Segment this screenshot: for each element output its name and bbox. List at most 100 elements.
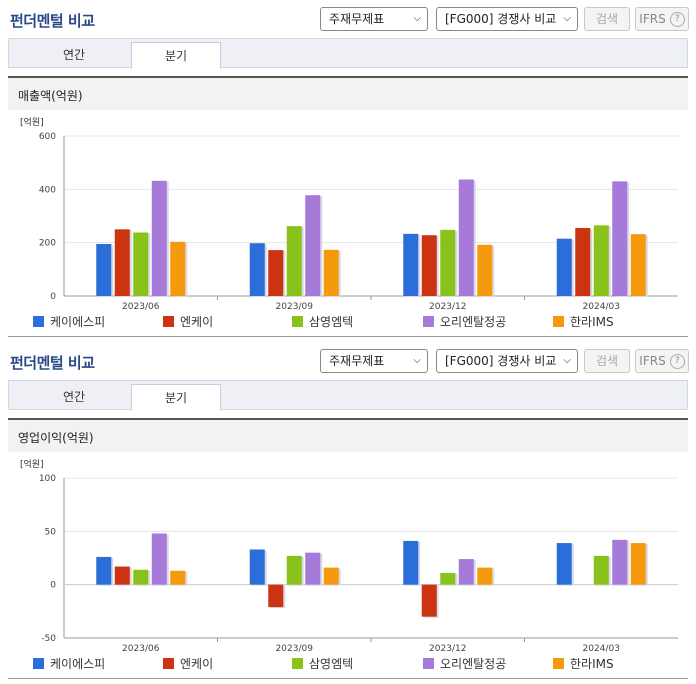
legend-item[interactable]: 삼영엠텍	[292, 655, 353, 672]
tab-annual[interactable]: 연간	[62, 390, 86, 404]
bar	[286, 555, 302, 585]
x-tick-label: 2023/12	[429, 302, 466, 312]
revenue-bar-chart: [억원] 0 200 400 600 2023/06 2023/09 2023/12 2024/…	[20, 116, 678, 312]
statement-type-select[interactable]: 주재무제표 ⌵	[320, 349, 428, 373]
y-tick-label: 100	[39, 474, 56, 484]
bar	[556, 238, 572, 296]
bar	[305, 195, 321, 296]
help-icon[interactable]: ?	[669, 12, 685, 27]
bar	[305, 552, 321, 585]
bar	[440, 572, 456, 585]
bar	[133, 569, 149, 585]
legend-swatch	[423, 658, 434, 669]
bar	[403, 540, 419, 585]
ifrs-label: IFRS	[639, 354, 666, 368]
operating-income-bar-chart: [억원] -50 0 50 100 2023/06 2023/09 2023/12 2024/0…	[20, 458, 678, 654]
y-tick-label: -50	[41, 634, 56, 644]
legend-item[interactable]: 케이에스피	[33, 313, 105, 330]
legend-item[interactable]: 오리엔탈정공	[423, 313, 506, 330]
peer-group-value: [FG000] 경쟁사 비교	[445, 12, 557, 26]
bar	[440, 229, 456, 296]
search-button[interactable]: 검색	[584, 349, 630, 373]
legend-swatch	[163, 658, 174, 669]
legend-swatch	[163, 316, 174, 327]
bar	[477, 567, 493, 585]
y-tick-label: 50	[45, 527, 57, 537]
statement-type-select[interactable]: 주재무제표 ⌵	[320, 7, 428, 31]
bar	[612, 539, 628, 585]
legend-item[interactable]: 한라IMS	[553, 313, 614, 330]
legend-label: 오리엔탈정공	[440, 315, 507, 329]
bar	[593, 555, 609, 585]
bar	[458, 179, 474, 296]
tab-quarterly[interactable]: 분기	[131, 384, 221, 411]
y-tick-label: 600	[39, 132, 56, 142]
legend-item[interactable]: 한라IMS	[553, 655, 614, 672]
bar	[249, 243, 265, 296]
period-tabs: 연간 분기	[8, 380, 688, 411]
statement-type-value: 주재무제표	[329, 354, 385, 368]
search-button[interactable]: 검색	[584, 7, 630, 31]
legend-label: 엔케이	[180, 657, 214, 671]
y-tick-label: 200	[39, 239, 56, 249]
tab-quarterly[interactable]: 분기	[131, 42, 221, 69]
bar	[630, 234, 646, 296]
fundamental-section-revenue: 펀더멘털 비교 주재무제표 ⌵ [FG000] 경쟁사 비교 ⌵ 검색 IFRS…	[0, 0, 696, 337]
bar	[593, 225, 609, 296]
y-tick-label: 400	[39, 185, 56, 195]
peer-group-select[interactable]: [FG000] 경쟁사 비교 ⌵	[436, 7, 578, 31]
legend-item[interactable]: 삼영엠텍	[292, 313, 353, 330]
legend-label: 케이에스피	[50, 315, 106, 329]
bar	[286, 226, 302, 296]
bar	[421, 235, 437, 296]
chart-panel-title: 영업이익(억원)	[18, 431, 94, 445]
legend-item[interactable]: 케이에스피	[33, 655, 105, 672]
y-tick-label: 0	[50, 292, 56, 302]
x-tick-label: 2024/03	[583, 644, 620, 654]
legend-label: 엔케이	[180, 315, 214, 329]
ifrs-label: IFRS	[639, 12, 666, 26]
legend-swatch	[553, 316, 564, 327]
section-title: 펀더멘털 비교	[10, 354, 95, 372]
y-unit-label: [억원]	[20, 116, 44, 128]
legend-item[interactable]: 엔케이	[163, 655, 213, 672]
legend-label: 삼영엠텍	[309, 657, 354, 671]
section-header: 펀더멘털 비교 주재무제표 ⌵ [FG000] 경쟁사 비교 ⌵ 검색 IFRS…	[0, 0, 696, 38]
x-tick-label: 2023/06	[122, 644, 160, 654]
ifrs-button[interactable]: IFRS?	[635, 7, 689, 31]
bar	[268, 250, 284, 296]
x-tick-label: 2023/06	[122, 302, 160, 312]
legend-label: 케이에스피	[50, 657, 106, 671]
bar	[421, 584, 437, 617]
bar	[323, 567, 339, 585]
bar	[249, 549, 265, 585]
chevron-down-icon: ⌵	[413, 355, 421, 366]
bar	[133, 232, 149, 296]
chart-legend: 케이에스피 엔케이 삼영엠텍 오리엔탈정공 한라IMS	[0, 313, 696, 331]
legend-swatch	[423, 316, 434, 327]
chevron-down-icon: ⌵	[413, 13, 421, 24]
help-icon[interactable]: ?	[669, 354, 685, 369]
legend-swatch	[292, 658, 303, 669]
bar	[151, 180, 167, 296]
peer-group-select[interactable]: [FG000] 경쟁사 비교 ⌵	[436, 349, 578, 373]
bar	[556, 543, 572, 585]
section-divider	[8, 336, 688, 337]
bar	[114, 566, 130, 585]
x-tick-label: 2023/09	[276, 644, 314, 654]
bar	[575, 228, 591, 296]
bar	[170, 570, 186, 585]
bar	[630, 543, 646, 585]
chart-panel-header: 매출액(억원)	[8, 76, 688, 110]
legend-label: 한라IMS	[570, 657, 614, 671]
tab-annual[interactable]: 연간	[62, 48, 86, 62]
x-tick-label: 2023/09	[276, 302, 314, 312]
x-tick-label: 2024/03	[583, 302, 620, 312]
peer-group-value: [FG000] 경쟁사 비교	[445, 354, 557, 368]
chart-panel-title: 매출액(억원)	[18, 89, 83, 103]
legend-item[interactable]: 오리엔탈정공	[423, 655, 506, 672]
ifrs-button[interactable]: IFRS?	[635, 349, 689, 373]
chevron-down-icon: ⌵	[563, 355, 571, 366]
section-divider	[8, 678, 688, 679]
legend-item[interactable]: 엔케이	[163, 313, 213, 330]
